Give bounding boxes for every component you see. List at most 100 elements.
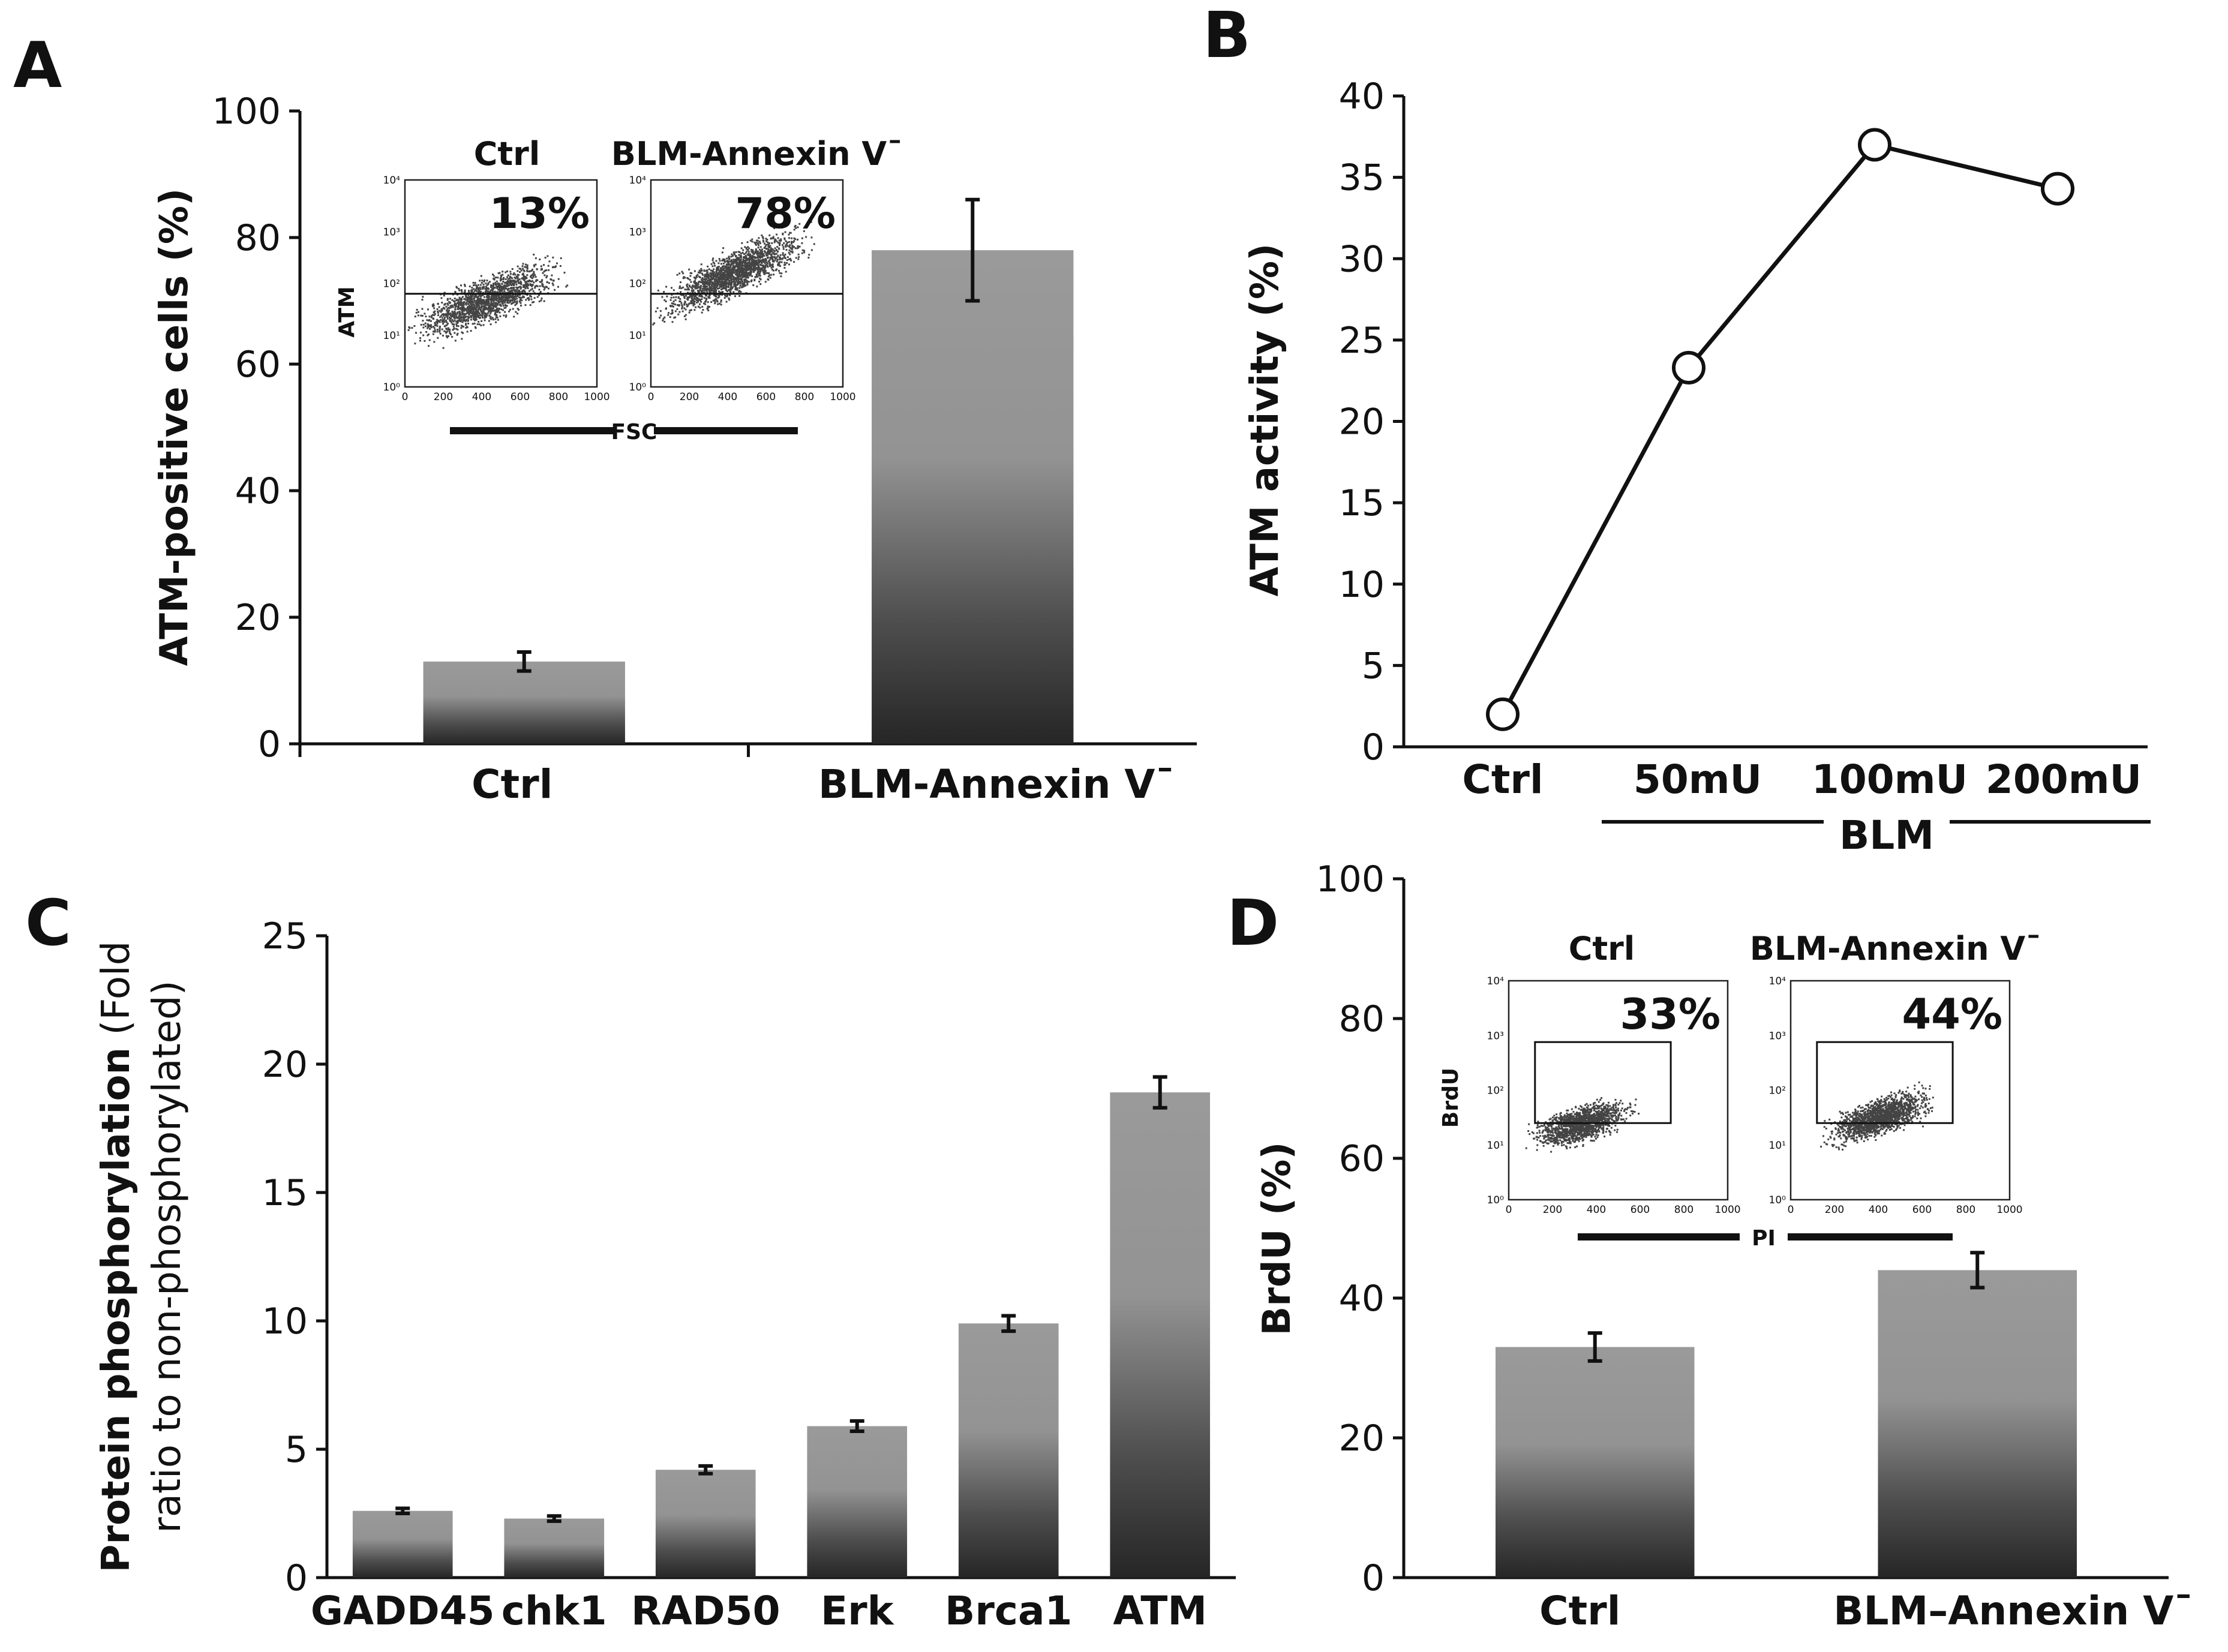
panel-c-category-label: chk1	[502, 1588, 607, 1634]
panel-d-ctrl-inset-y-tick: 10⁰	[1487, 1194, 1505, 1206]
panel-a-ctrl-inset-y-tick: 10²	[383, 278, 400, 290]
panel-label-c: C	[25, 887, 71, 960]
panel-a-inset-x-label: FSC	[611, 420, 657, 444]
panel-d-blm-inset-x-tick: 400	[1869, 1204, 1888, 1216]
panel-c-bar	[504, 1518, 605, 1578]
panel-a-y-axis-title: ATM-positive cells (%)	[152, 188, 197, 666]
panel-d-blm-inset-y-tick: 10⁰	[1769, 1194, 1786, 1206]
panel-a-ctrl-inset-y-tick: 10³	[383, 226, 400, 238]
panel-a-blm-inset-y-tick: 10⁴	[629, 175, 647, 187]
panel-a-ctrl-inset-scatter	[407, 253, 569, 349]
panel-a-blm-inset-x-tick: 600	[756, 391, 776, 403]
panel-c-y-tick-label: 20	[262, 1044, 308, 1086]
panel-d-blm-inset-y-tick: 10²	[1769, 1085, 1786, 1097]
panel-b-y-tick-label: 35	[1339, 157, 1385, 199]
panel-a-ctrl-inset-x-tick: 0	[402, 391, 409, 403]
panel-d-category-label: BLM–Annexin V¯	[1833, 1588, 2193, 1634]
panel-a-blm-inset-y-tick: 10³	[629, 226, 646, 238]
panel-b-y-tick-label: 5	[1362, 645, 1385, 687]
panel-b-y-axis-title: ATM activity (%)	[1243, 244, 1287, 597]
panel-a-bar-chart: 0 20 40 60 80 100 Ctrl BLM-Annexin V¯ ATM-positi…	[152, 91, 1197, 807]
panel-c-y-tick-label: 15	[262, 1172, 308, 1214]
panel-c-bar	[352, 1510, 453, 1578]
panel-d-y-tick-label: 80	[1339, 998, 1385, 1040]
panel-b-y-tick-label: 40	[1339, 76, 1385, 118]
panel-d-ctrl-inset-x-tick: 200	[1543, 1204, 1562, 1216]
panel-a-inset-title: BLM-Annexin V¯	[611, 135, 903, 173]
panel-c-y-axis-title: Protein phosphorylation (Fold	[94, 941, 139, 1573]
panel-d-ctrl-inset-percent: 33%	[1620, 990, 1720, 1039]
panel-b-data-point	[1672, 350, 1705, 385]
panel-a-blm-inset-y-tick: 10⁰	[629, 382, 647, 394]
panel-c-bar	[958, 1323, 1059, 1578]
panel-b-line-chart: 0 5 10 15 20 25 30 35 40 Ctrl 50mU 100mU 200mU BLM ATM…	[1243, 76, 2151, 858]
panel-d-blm-inset-y-tick: 10¹	[1769, 1140, 1786, 1152]
panel-d-bar	[1878, 1270, 2077, 1578]
panel-d-ctrl-inset-x-tick: 400	[1587, 1204, 1606, 1216]
panel-a-bar	[872, 250, 1074, 744]
panel-a-blm-inset-x-tick: 800	[795, 391, 814, 403]
panel-d-ctrl-inset-y-tick: 10¹	[1487, 1140, 1504, 1152]
panel-d-y-tick-label: 60	[1339, 1138, 1385, 1180]
panel-a-ctrl-inset-x-tick: 200	[434, 391, 453, 403]
panel-b-y-tick-label: 10	[1339, 564, 1385, 606]
panel-b-data-point	[1486, 697, 1520, 731]
panel-label-b: B	[1203, 0, 1251, 72]
panel-d-y-tick-label: 40	[1339, 1278, 1385, 1320]
panel-b-data-point	[2041, 172, 2074, 206]
panel-d-inset-y-label: BrdU	[1439, 1068, 1463, 1128]
panel-d-ctrl-inset-x-tick: 600	[1631, 1204, 1650, 1216]
panel-b-y-tick-label: 0	[1362, 726, 1385, 768]
panel-a-y-tick-label: 100	[212, 91, 281, 133]
panel-d-ctrl-inset-x-tick: 800	[1674, 1204, 1693, 1216]
panel-c-y-axis-title-rest: (Fold	[94, 941, 139, 1047]
panel-c-y-axis-title-line2: ratio to non-phosphorylated)	[145, 980, 190, 1533]
panel-d-category-label: Ctrl	[1539, 1588, 1620, 1634]
panel-c-category-label: GADD45	[311, 1588, 495, 1634]
panel-a-inset-y-label: ATM	[335, 286, 359, 337]
panel-d-blm-inset-x-tick: 800	[1956, 1204, 1975, 1216]
panel-d-y-tick-label: 100	[1316, 858, 1385, 900]
panel-b-data-point	[1858, 128, 1891, 162]
panel-label-a: A	[13, 29, 62, 102]
panel-c-y-axis-title-bold: Protein phosphorylation	[94, 1047, 139, 1572]
panel-b-series-line	[1500, 142, 2058, 716]
panel-a-y-tick-label: 60	[235, 344, 281, 386]
panel-a-bar	[423, 661, 625, 744]
panel-d-inset-title: BLM-Annexin V¯	[1750, 930, 2041, 968]
panel-c-bar-chart: 0 5 10 15 20 25 GADD45 chk1 RAD50 Erk Brca1 ATM Prot…	[94, 915, 1236, 1634]
panel-d-ctrl-inset-gate-box	[1534, 1041, 1672, 1124]
panel-c-bar	[655, 1470, 756, 1578]
panel-d-ctrl-inset-x-tick: 1000	[1714, 1204, 1740, 1216]
panel-a-ctrl-inset-frame	[404, 179, 598, 388]
panel-d-blm-inset-percent: 44%	[1902, 990, 2002, 1039]
panel-a-category-label: BLM-Annexin V¯	[818, 761, 1175, 807]
panel-d-blm-inset-gate-box	[1816, 1041, 1954, 1124]
panel-b-y-tick-label: 25	[1339, 320, 1385, 362]
panel-a-blm-inset-x-tick: 400	[718, 391, 737, 403]
panel-b-category-label: 200mU	[1986, 756, 2142, 803]
panel-a-blm-inset-y-tick: 10²	[629, 278, 646, 290]
panel-a-blm-inset-x-tick: 200	[680, 391, 699, 403]
panel-a-ctrl-inset-x-tick: 400	[472, 391, 491, 403]
panel-a-category-label: Ctrl	[472, 761, 553, 807]
panel-label-d: D	[1227, 887, 1279, 960]
panel-d-y-tick-label: 0	[1362, 1557, 1385, 1599]
panel-a-y-tick-label: 20	[235, 597, 281, 639]
panel-d-blm-inset-x-tick: 200	[1825, 1204, 1844, 1216]
panel-d-blm-inset-x-tick: 1000	[1996, 1204, 2022, 1216]
panel-c-category-label: Brca1	[945, 1588, 1072, 1634]
panel-d-ctrl-inset-y-tick: 10⁴	[1487, 975, 1505, 987]
panel-d-ctrl-inset-x-tick: 0	[1506, 1204, 1512, 1216]
panel-b-y-tick-label: 20	[1339, 401, 1385, 443]
panel-d-ctrl-inset-frame	[1508, 980, 1729, 1201]
panel-c-category-label: RAD50	[631, 1588, 780, 1634]
panel-d-blm-inset-x-tick: 0	[1788, 1204, 1794, 1216]
panel-b-category-label: Ctrl	[1462, 756, 1543, 803]
panel-a-y-tick-label: 80	[235, 217, 281, 259]
panel-d-bar	[1496, 1347, 1695, 1578]
panel-c-bar	[1110, 1092, 1211, 1578]
panel-a-y-tick-label: 0	[258, 723, 281, 765]
panel-d-bar-chart: 0 20 40 60 80 100 Ctrl BLM–Annexin V¯ BrdU (%) Ct…	[1255, 858, 2193, 1634]
